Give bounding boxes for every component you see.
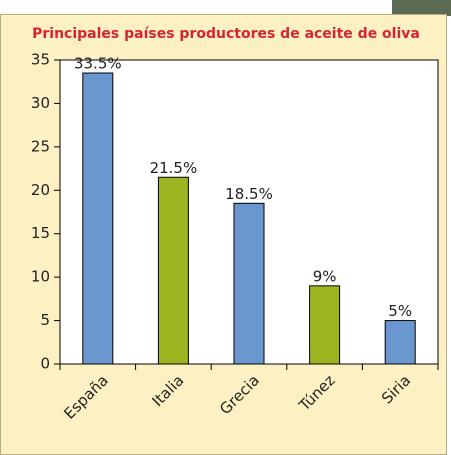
- bar: [309, 285, 341, 365]
- y-tick-label: 20: [31, 181, 50, 199]
- value-label: 5%: [388, 302, 412, 320]
- corner-image: [392, 0, 451, 16]
- value-label: 9%: [313, 267, 337, 285]
- bar: [233, 202, 265, 365]
- y-tick-label: 30: [31, 94, 50, 112]
- chart-title: Principales países productores de aceite…: [32, 26, 420, 42]
- value-label: 33.5%: [74, 55, 122, 73]
- value-label: 21.5%: [150, 159, 198, 177]
- bar: [82, 72, 114, 365]
- y-tick-label: 0: [40, 355, 50, 373]
- y-tick-label: 15: [31, 224, 50, 242]
- y-tick-label: 35: [31, 51, 50, 69]
- y-tick-label: 5: [40, 311, 50, 329]
- y-tick-label: 25: [31, 137, 50, 155]
- value-label: 18.5%: [225, 185, 273, 203]
- y-tick-label: 10: [31, 268, 50, 286]
- bar: [384, 320, 416, 365]
- bar: [157, 176, 189, 365]
